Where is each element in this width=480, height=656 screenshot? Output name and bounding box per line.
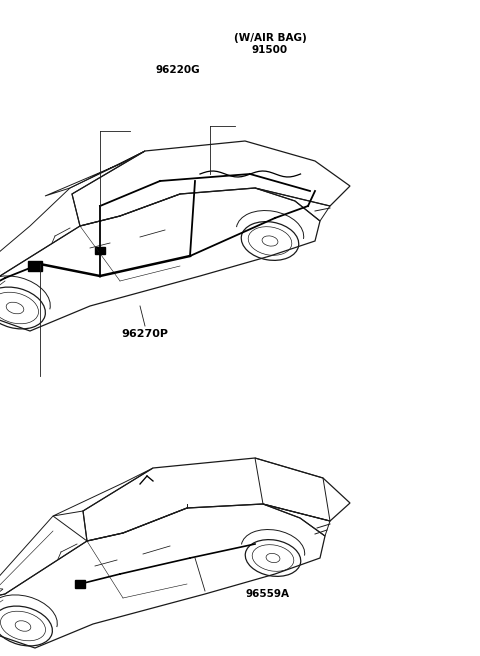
Bar — [95, 247, 105, 254]
Text: 96270P: 96270P — [121, 329, 168, 339]
Text: (W/AIR BAG): (W/AIR BAG) — [234, 33, 306, 43]
Text: 91500: 91500 — [252, 45, 288, 55]
Bar — [75, 580, 85, 588]
Bar — [28, 261, 42, 271]
Text: 96220G: 96220G — [156, 65, 200, 75]
Text: 96559A: 96559A — [246, 589, 290, 599]
